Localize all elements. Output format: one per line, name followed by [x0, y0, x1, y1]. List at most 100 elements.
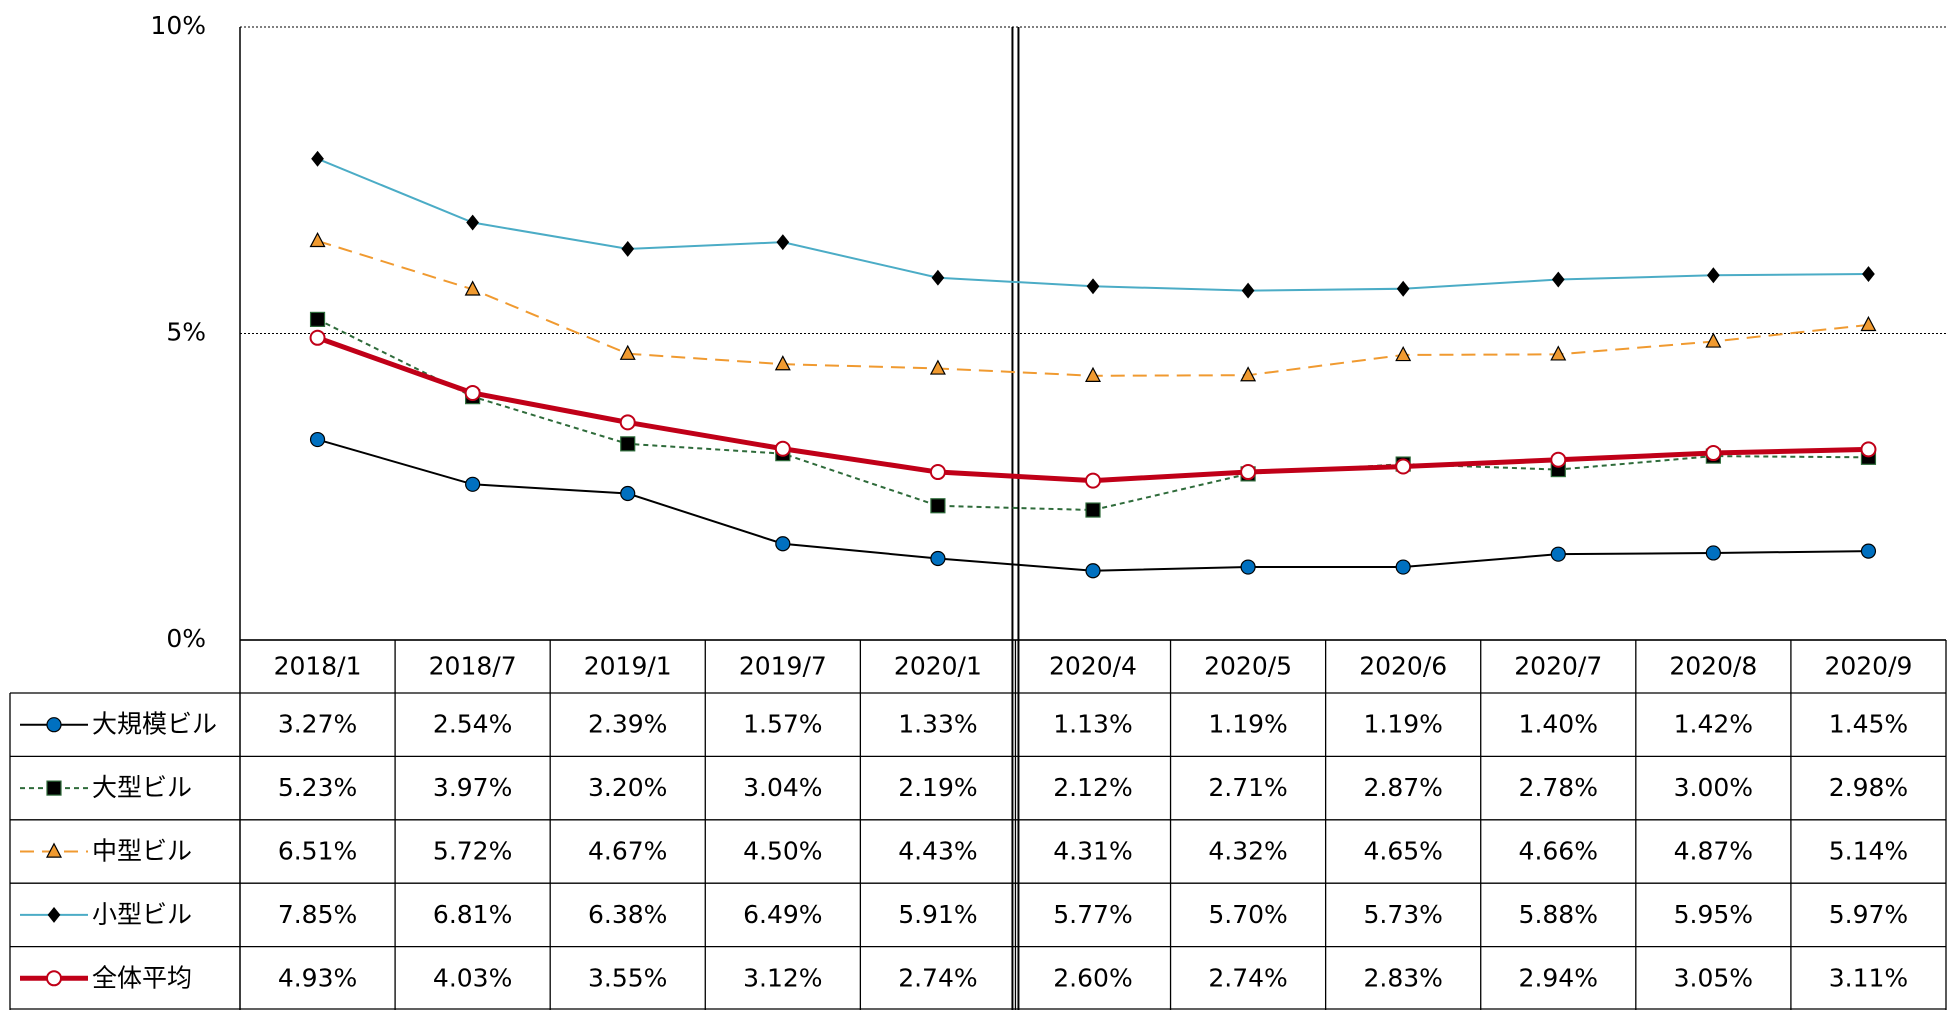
table-value: 1.45% [1829, 710, 1908, 739]
table-value: 4.03% [433, 963, 512, 992]
table-value: 5.95% [1674, 900, 1753, 929]
table-value: 2.78% [1519, 773, 1598, 802]
table-value: 2.98% [1829, 773, 1908, 802]
marker [1240, 464, 1257, 481]
marker [1860, 315, 1877, 332]
marker [1085, 366, 1101, 382]
marker [46, 717, 62, 733]
marker [929, 359, 946, 375]
table-value: 3.27% [278, 710, 357, 739]
table-value: 4.31% [1053, 837, 1132, 866]
y-tick-label: 10% [150, 11, 206, 40]
table-value: 4.50% [743, 837, 822, 866]
x-tick-label: 2020/7 [1514, 652, 1602, 681]
marker [929, 464, 946, 481]
table-value: 2.71% [1208, 773, 1287, 802]
table-value: 2.74% [898, 963, 977, 992]
marker [620, 485, 636, 502]
marker [1550, 451, 1567, 468]
table-value: 2.87% [1363, 773, 1442, 802]
table-value: 4.67% [588, 837, 667, 866]
table-value: 6.38% [588, 900, 667, 929]
marker [931, 269, 945, 286]
marker [1241, 282, 1255, 299]
table-value: 4.43% [898, 837, 977, 866]
table-value: 2.12% [1053, 773, 1132, 802]
x-tick-label: 2020/4 [1049, 652, 1137, 681]
marker [621, 240, 635, 257]
table-value: 1.40% [1519, 710, 1598, 739]
marker [309, 311, 326, 328]
marker [1860, 441, 1877, 458]
table-value: 1.57% [743, 710, 822, 739]
marker [465, 476, 481, 492]
table-value: 4.87% [1674, 837, 1753, 866]
marker [776, 234, 790, 251]
table-value: 2.39% [588, 710, 667, 739]
marker [775, 536, 791, 552]
table-value: 5.72% [433, 837, 512, 866]
series-line [317, 157, 1869, 292]
table-value: 2.74% [1208, 963, 1287, 992]
marker [1862, 266, 1875, 282]
series-line [317, 318, 1869, 512]
marker [1396, 280, 1410, 297]
marker [464, 280, 481, 296]
table-value: 2.94% [1519, 963, 1598, 992]
table-value: 3.04% [743, 773, 822, 802]
marker [1240, 559, 1256, 575]
marker [1395, 458, 1412, 475]
table-value: 3.00% [1674, 773, 1753, 802]
x-tick-label: 2020/1 [894, 652, 982, 681]
legend-label: 大型ビル [92, 773, 192, 802]
x-tick-label: 2020/8 [1669, 652, 1757, 681]
marker [1550, 546, 1566, 562]
marker [774, 355, 791, 371]
y-tick-label: 0% [166, 624, 206, 653]
x-tick-label: 2020/5 [1204, 652, 1292, 681]
marker [930, 550, 946, 567]
table-value: 6.81% [433, 900, 512, 929]
marker [1705, 445, 1722, 462]
marker [1860, 543, 1877, 559]
marker [47, 906, 61, 923]
table-value: 4.32% [1208, 837, 1287, 866]
marker [774, 440, 791, 457]
table-value: 4.93% [278, 963, 357, 992]
table-value: 5.14% [1829, 837, 1908, 866]
marker [1706, 267, 1720, 284]
table-value: 6.49% [743, 900, 822, 929]
x-tick-label: 2018/1 [274, 652, 362, 681]
table-value: 5.91% [898, 900, 977, 929]
table-value: 5.73% [1363, 900, 1442, 929]
table-value: 6.51% [278, 837, 357, 866]
x-tick-label: 2019/7 [739, 652, 827, 681]
table-value: 5.77% [1053, 900, 1132, 929]
x-tick-label: 2020/6 [1359, 652, 1447, 681]
table-value: 7.85% [278, 900, 357, 929]
marker [1551, 271, 1565, 288]
marker [309, 231, 326, 248]
table-value: 2.60% [1053, 963, 1132, 992]
marker [309, 431, 326, 448]
marker [620, 436, 636, 452]
marker [1086, 278, 1100, 295]
marker [1240, 366, 1257, 382]
x-tick-label: 2020/9 [1824, 652, 1912, 681]
table-value: 2.83% [1363, 963, 1442, 992]
marker [1705, 545, 1721, 561]
marker [466, 214, 480, 231]
table-value: 3.12% [743, 963, 822, 992]
x-tick-label: 2018/7 [429, 652, 517, 681]
table-value: 2.54% [433, 710, 512, 739]
table-value: 5.97% [1829, 900, 1908, 929]
marker [311, 150, 324, 167]
legend-label: 全体平均 [92, 963, 192, 992]
table-value: 3.20% [588, 773, 667, 802]
table-value: 4.65% [1363, 837, 1442, 866]
table-value: 5.88% [1519, 900, 1598, 929]
table-value: 4.66% [1519, 837, 1598, 866]
table-value: 2.19% [898, 773, 977, 802]
legend-label: 小型ビル [92, 900, 192, 929]
